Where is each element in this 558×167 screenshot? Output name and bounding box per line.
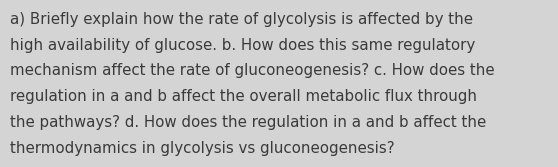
Text: regulation in a and b affect the overall metabolic flux through: regulation in a and b affect the overall… bbox=[10, 89, 477, 104]
Text: high availability of glucose. b. How does this same regulatory: high availability of glucose. b. How doe… bbox=[10, 38, 475, 53]
Text: the pathways? d. How does the regulation in a and b affect the: the pathways? d. How does the regulation… bbox=[10, 115, 486, 130]
Text: thermodynamics in glycolysis vs gluconeogenesis?: thermodynamics in glycolysis vs gluconeo… bbox=[10, 141, 395, 156]
Text: a) Briefly explain how the rate of glycolysis is affected by the: a) Briefly explain how the rate of glyco… bbox=[10, 12, 473, 27]
Text: mechanism affect the rate of gluconeogenesis? c. How does the: mechanism affect the rate of gluconeogen… bbox=[10, 63, 495, 78]
